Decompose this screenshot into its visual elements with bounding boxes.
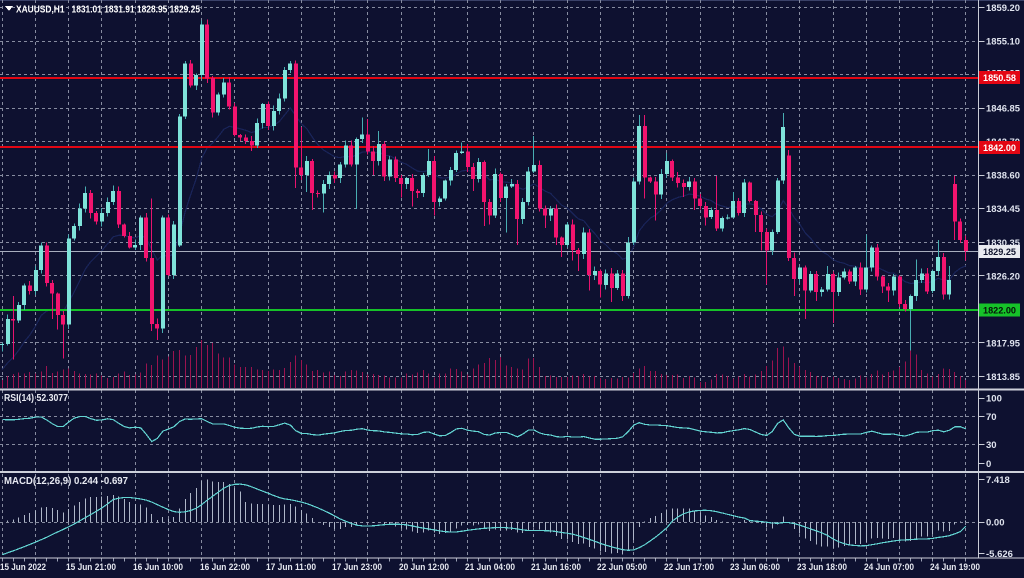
svg-text:70: 70 [986,412,997,423]
svg-text:1842.00: 1842.00 [983,143,1016,154]
svg-text:1817.95: 1817.95 [986,338,1021,349]
svg-text:1822.00: 1822.00 [983,305,1016,316]
svg-text:1838.60: 1838.60 [986,171,1020,182]
svg-text:0.00: 0.00 [986,518,1005,529]
svg-text:100: 100 [986,394,1002,405]
svg-text:1829.25: 1829.25 [983,247,1017,258]
svg-text:23 Jun 18:00: 23 Jun 18:00 [797,562,847,573]
svg-text:17 Jun 23:00: 17 Jun 23:00 [332,562,382,573]
svg-text:7.418: 7.418 [986,475,1010,486]
svg-text:1813.85: 1813.85 [986,372,1021,383]
svg-text:1859.20: 1859.20 [986,3,1020,14]
svg-text:1850.58: 1850.58 [983,73,1016,84]
svg-text:15 Jun 21:00: 15 Jun 21:00 [66,562,116,573]
svg-text:22 Jun 17:00: 22 Jun 17:00 [664,562,714,573]
svg-text:XAUUSD,H1 1831.01 1831.91 18: XAUUSD,H1 1831.01 1831.91 1828.95 1829.2… [16,4,200,16]
svg-text:MACD(12,26,9) 0.244 -0.697: MACD(12,26,9) 0.244 -0.697 [4,476,128,487]
svg-text:23 Jun 06:00: 23 Jun 06:00 [730,562,780,573]
svg-text:20 Jun 12:00: 20 Jun 12:00 [399,562,449,573]
svg-text:1826.20: 1826.20 [986,271,1020,282]
svg-text:22 Jun 05:00: 22 Jun 05:00 [597,562,647,573]
svg-text:-5.626: -5.626 [986,549,1013,560]
svg-text:1846.85: 1846.85 [986,104,1021,115]
svg-text:15 Jun 2022: 15 Jun 2022 [0,562,46,573]
svg-text:1830.35: 1830.35 [986,238,1021,249]
svg-text:0: 0 [986,459,991,470]
svg-text:21 Jun 16:00: 21 Jun 16:00 [531,562,581,573]
svg-text:RSI(14) 52.3077: RSI(14) 52.3077 [4,393,68,404]
svg-text:1855.10: 1855.10 [986,37,1020,48]
svg-text:16 Jun 22:00: 16 Jun 22:00 [200,562,250,573]
svg-text:30: 30 [986,440,997,451]
svg-text:21 Jun 04:00: 21 Jun 04:00 [465,562,515,573]
svg-text:1834.45: 1834.45 [986,204,1021,215]
svg-text:24 Jun 19:00: 24 Jun 19:00 [930,562,980,573]
svg-text:24 Jun 07:00: 24 Jun 07:00 [864,562,914,573]
svg-text:17 Jun 11:00: 17 Jun 11:00 [266,562,316,573]
svg-text:16 Jun 10:00: 16 Jun 10:00 [133,562,183,573]
